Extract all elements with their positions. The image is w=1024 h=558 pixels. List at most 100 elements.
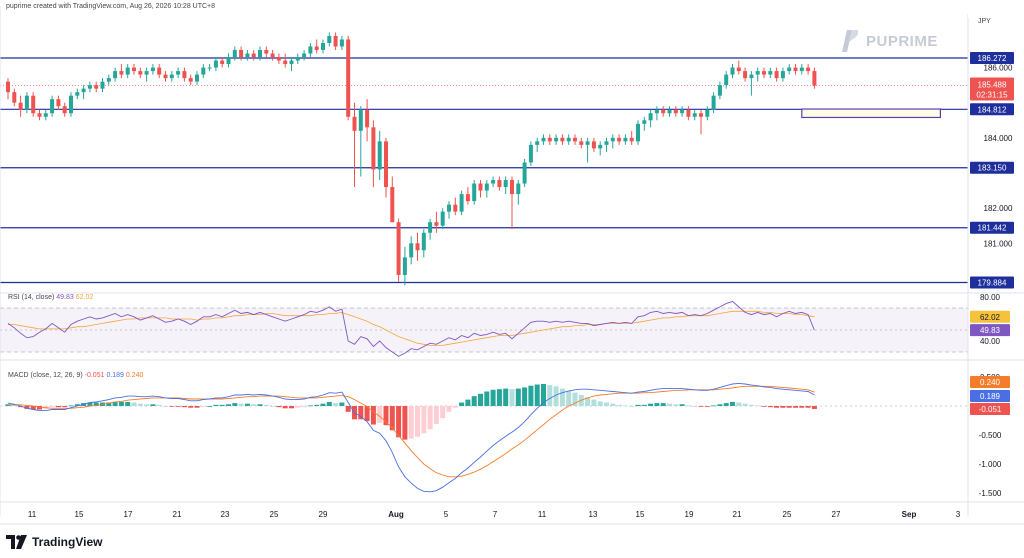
macd-histogram-bar: [685, 405, 691, 407]
candle-body: [453, 204, 458, 212]
time-tick-label: 19: [685, 510, 694, 519]
candle-body: [421, 232, 426, 251]
candle: [579, 137, 584, 149]
macd-histogram-bar: [87, 402, 93, 406]
puprime-watermark: PUPRIME: [838, 28, 938, 54]
candle: [302, 49, 307, 61]
candle-body: [793, 67, 798, 72]
macd-histogram-bar: [553, 386, 559, 406]
candle-body: [207, 67, 212, 69]
macd-histogram-bar: [257, 404, 263, 406]
candle: [390, 176, 395, 223]
candle: [213, 57, 218, 72]
level-price-label: 186.272: [970, 52, 1014, 64]
candle-body: [352, 116, 357, 131]
candle-body: [680, 109, 685, 114]
time-tick-label: 23: [221, 510, 230, 519]
macd-histogram-bar: [711, 405, 717, 407]
macd-histogram-bar: [137, 403, 143, 406]
candle-body: [497, 180, 502, 188]
candle-body: [749, 74, 754, 79]
macd-histogram-bar: [370, 406, 376, 425]
candle: [667, 106, 672, 117]
candle: [81, 85, 86, 100]
candle-body: [62, 106, 67, 114]
macd-histogram-bar: [37, 406, 42, 410]
macd-histogram-bar: [396, 406, 402, 438]
candle-body: [402, 257, 407, 275]
macd-histogram-bar: [780, 406, 786, 408]
time-tick-label: 3: [956, 510, 961, 519]
macd-histogram-bar: [11, 405, 17, 407]
candle-body: [478, 183, 483, 191]
macd-histogram-bar: [704, 406, 710, 407]
macd-histogram-bar: [169, 406, 175, 407]
macd-signal-value-label: 0.240: [970, 376, 1010, 388]
candle: [232, 46, 237, 61]
macd-histogram-bar: [559, 388, 565, 406]
candle-body: [188, 78, 193, 82]
candle: [182, 67, 187, 82]
candle-body: [522, 162, 527, 184]
candle: [428, 218, 433, 240]
macd-histogram-bar: [377, 406, 383, 423]
candle: [163, 71, 168, 82]
macd-histogram-bar: [295, 406, 301, 408]
level-price-label-text: 184.812: [978, 105, 1007, 114]
macd-histogram-bar: [226, 404, 231, 406]
candle-body: [327, 35, 332, 43]
candle: [755, 67, 760, 82]
candle-body: [736, 67, 741, 72]
macd-histogram-bar: [597, 401, 603, 406]
macd-histogram-bar: [263, 404, 269, 406]
macd-signal-value-label-bg: [970, 376, 1010, 388]
tradingview-logo[interactable]: TradingView: [6, 533, 102, 551]
candle-body: [396, 222, 401, 275]
macd-histogram-bar: [622, 405, 628, 407]
tradingview-logo-icon: [6, 535, 27, 549]
candle: [201, 64, 206, 79]
candle: [138, 67, 143, 79]
candle-body: [176, 71, 181, 75]
macd-histogram-bar: [635, 404, 641, 406]
candle: [465, 187, 470, 205]
macd-histogram-bar: [150, 404, 156, 406]
macd-histogram-bar: [175, 406, 181, 407]
rsi-line: [7, 300, 815, 357]
candle: [169, 71, 174, 82]
macd-histogram-bar: [496, 389, 502, 406]
macd-histogram-bar: [181, 406, 187, 408]
candle: [409, 236, 414, 265]
candle-body: [31, 95, 36, 114]
candle: [251, 49, 256, 61]
candle: [6, 78, 10, 100]
candle: [371, 120, 376, 188]
candle: [648, 109, 653, 128]
macd-histogram-bar: [93, 402, 99, 406]
macd-histogram-bar: [289, 406, 294, 409]
macd-histogram-bar: [509, 389, 515, 406]
macd-histogram-bar: [490, 389, 496, 406]
candle: [207, 64, 212, 72]
candle-body: [100, 81, 105, 89]
candle-body: [371, 127, 376, 170]
macd-histogram-bar: [282, 406, 288, 409]
candle-body: [724, 74, 729, 86]
macd-histogram-bar: [484, 391, 490, 406]
candle-body: [195, 74, 199, 82]
time-tick-label: 21: [173, 510, 182, 519]
level-price-label-text: 186.272: [978, 54, 1007, 63]
candle: [522, 158, 527, 188]
macd-histogram-bar: [534, 384, 540, 406]
candle-body: [220, 60, 225, 65]
macd-histogram-bar: [667, 403, 672, 406]
macd-histogram-bar: [748, 404, 754, 406]
consolidation-box: [801, 108, 941, 119]
candle-body: [94, 85, 99, 89]
candle-body: [573, 137, 577, 142]
candle: [717, 81, 722, 100]
candle: [535, 137, 540, 152]
candle: [585, 137, 590, 163]
